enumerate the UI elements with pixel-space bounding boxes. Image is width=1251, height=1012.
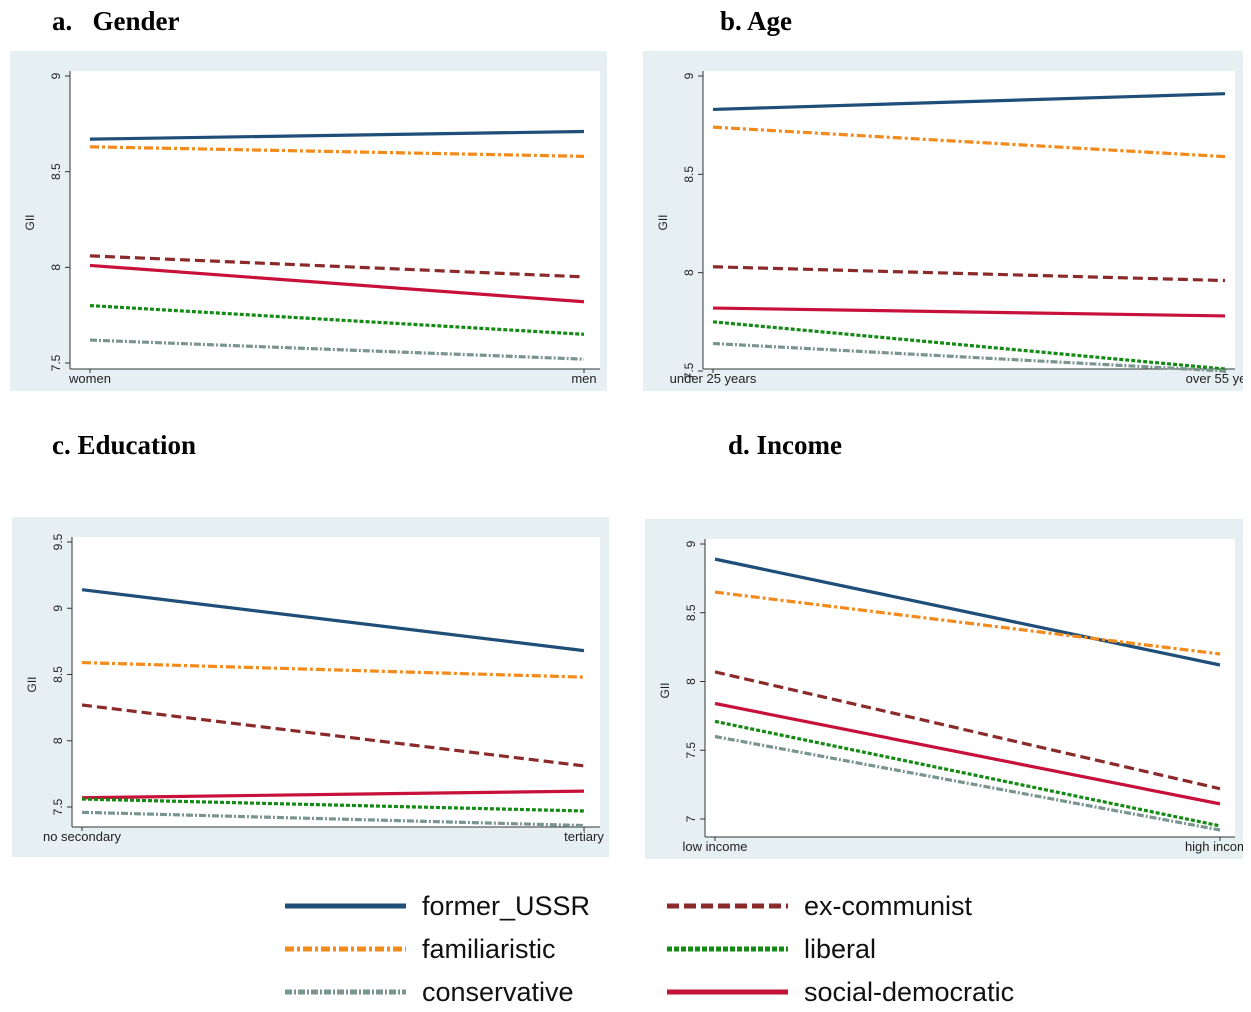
x-tick-label: no secondary	[43, 829, 122, 844]
legend-item-former-ussr: former_USSR	[283, 886, 590, 926]
legend-item-liberal: liberal	[665, 929, 876, 969]
legend-swatch-liberal	[667, 946, 788, 952]
y-tick-label: 9	[51, 605, 65, 612]
y-axis-label: GII	[658, 682, 672, 698]
legend: former_USSR familiaristic conservative e…	[283, 886, 1083, 1007]
series-line-familiaristic	[714, 590, 1221, 656]
series-line-liberal	[712, 320, 1226, 371]
legend-label-conservative: conservative	[422, 976, 574, 1007]
y-tick-label: 7.5	[682, 362, 696, 379]
plot-area	[72, 537, 600, 827]
y-tick-label: 7.5	[684, 742, 698, 759]
legend-item-ex-communist: ex-communist	[665, 886, 972, 926]
series-line-social-democratic	[81, 789, 585, 800]
y-tick-label: 8	[49, 264, 63, 271]
panel-c-title: c. Education	[52, 430, 197, 460]
legend-label-liberal: liberal	[804, 933, 877, 964]
legend-item-social-democratic: social-democratic	[665, 972, 1014, 1012]
y-axis-label: GII	[656, 214, 670, 230]
series-line-social-democratic	[714, 701, 1221, 806]
legend-swatch-ex-communist	[667, 903, 788, 909]
x-tick-label: women	[68, 371, 111, 386]
x-tick-label: men	[571, 371, 596, 386]
x-tick-label: tertiary	[564, 829, 604, 844]
plot-area	[705, 539, 1235, 837]
legend-label-familiaristic: familiaristic	[422, 933, 556, 964]
y-axis-label: GII	[23, 214, 37, 230]
chart-income: 7 7.5 8 8.5 9 GII low income high income	[645, 519, 1243, 859]
panel-d-title: d. Income	[728, 430, 842, 460]
y-tick-label: 7.5	[49, 354, 63, 371]
chart-education: 7.5 8 8.5 9 9.5 GII no secondary tertiary	[12, 517, 609, 857]
series-line-ex-communist	[714, 670, 1221, 791]
series-line-liberal	[89, 304, 585, 336]
y-tick-label: 9	[49, 72, 63, 79]
series-line-familiaristic	[89, 145, 585, 158]
series-line-ex-communist	[81, 703, 585, 768]
y-tick-label: 9.5	[51, 533, 65, 550]
series-line-ex-communist	[712, 265, 1226, 283]
y-tick-label: 7.5	[51, 798, 65, 815]
x-tick-label: under 25 years	[670, 371, 757, 386]
chart-gender: 7.5 8 8.5 9 GII women men	[10, 51, 607, 391]
y-axis-label: GII	[25, 676, 39, 692]
series-line-former-ussr	[81, 588, 585, 653]
series-line-conservative	[712, 341, 1226, 373]
legend-item-familiaristic: familiaristic	[283, 929, 556, 969]
y-tick-label: 8	[684, 678, 698, 685]
legend-swatch-familiaristic	[285, 946, 406, 952]
legend-label-former-ussr: former_USSR	[422, 890, 591, 921]
series-line-social-democratic	[712, 306, 1226, 318]
panel-a-title: a. Gender	[52, 6, 180, 36]
legend-swatch-social-democratic	[667, 989, 788, 995]
y-tick-label: 9	[682, 72, 696, 79]
y-tick-label: 8.5	[684, 604, 698, 621]
series-line-conservative	[81, 810, 585, 828]
legend-item-conservative: conservative	[283, 972, 574, 1012]
legend-swatch-conservative	[285, 989, 406, 995]
series-line-ex-communist	[89, 254, 585, 279]
series-line-conservative	[714, 734, 1221, 832]
legend-label-social-democratic: social-democratic	[804, 976, 1015, 1007]
y-tick-label: 8.5	[51, 666, 65, 683]
chart-age: 7.5 8 8.5 9 GII under 25 years over 55 years	[643, 51, 1243, 391]
y-tick-label: 8.5	[49, 163, 63, 180]
series-line-familiaristic	[81, 660, 585, 679]
y-tick-label: 7	[684, 815, 698, 822]
series-line-former-ussr	[89, 129, 585, 141]
legend-swatch-former-ussr	[285, 903, 406, 909]
y-tick-label: 9	[684, 540, 698, 547]
series-line-former-ussr	[712, 92, 1226, 112]
series-line-conservative	[89, 338, 585, 361]
series-line-social-democratic	[89, 263, 585, 304]
series-line-former-ussr	[714, 557, 1221, 667]
plot-area	[703, 71, 1235, 369]
y-tick-label: 8	[682, 269, 696, 276]
x-tick-label: over 55 years	[1186, 371, 1243, 386]
series-line-familiaristic	[712, 125, 1226, 159]
plot-area	[70, 71, 600, 369]
y-tick-label: 8	[51, 737, 65, 744]
panel-b-title: b. Age	[720, 6, 793, 36]
x-tick-label: low income	[682, 839, 747, 854]
x-tick-label: high income	[1185, 839, 1243, 854]
series-line-liberal	[714, 719, 1221, 828]
y-tick-label: 8.5	[682, 166, 696, 183]
legend-label-ex-communist: ex-communist	[804, 890, 973, 921]
